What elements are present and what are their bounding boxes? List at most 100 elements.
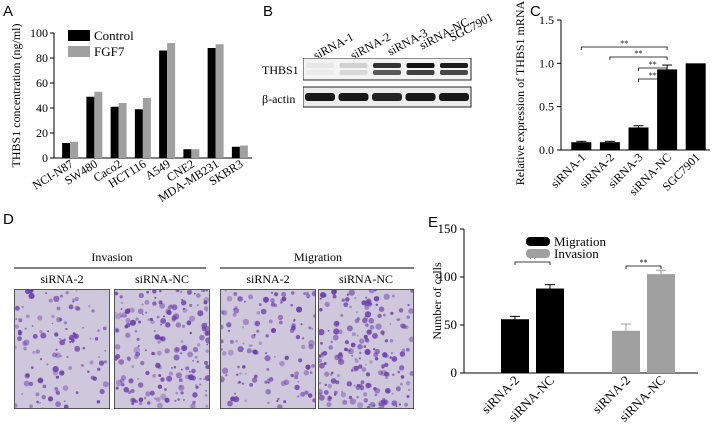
stained-cell bbox=[296, 306, 303, 313]
stained-cell bbox=[55, 390, 61, 396]
stained-cell bbox=[59, 294, 63, 298]
stained-cell bbox=[348, 290, 355, 296]
y-tick-label: 0.5 bbox=[539, 100, 554, 114]
bar bbox=[685, 63, 706, 151]
stained-cell bbox=[162, 315, 166, 318]
stained-cell bbox=[358, 351, 362, 355]
stained-cell bbox=[242, 318, 250, 326]
stained-cell bbox=[366, 329, 372, 335]
stained-cell bbox=[205, 390, 207, 392]
stained-cell bbox=[324, 371, 330, 377]
stained-cell bbox=[368, 290, 375, 294]
y-tick-label: 50 bbox=[444, 317, 457, 332]
stained-cell bbox=[348, 395, 353, 400]
stained-cell bbox=[129, 307, 135, 313]
stained-cell bbox=[332, 334, 339, 341]
stained-cell bbox=[389, 323, 392, 325]
stained-cell bbox=[115, 344, 121, 350]
stained-cell bbox=[166, 310, 172, 316]
bar bbox=[536, 288, 564, 373]
stained-cell bbox=[381, 366, 384, 369]
stained-cell bbox=[382, 333, 385, 336]
legend-swatch bbox=[68, 46, 90, 57]
stained-cell bbox=[279, 360, 285, 367]
stained-cell bbox=[319, 358, 322, 363]
stained-cell bbox=[324, 383, 327, 387]
stained-cell bbox=[252, 349, 258, 355]
stained-cell bbox=[56, 316, 62, 323]
actin-band bbox=[372, 93, 402, 101]
stained-cell bbox=[63, 400, 66, 403]
significance-bracket bbox=[514, 261, 551, 265]
stained-cell bbox=[125, 318, 131, 323]
legend-swatch bbox=[526, 249, 550, 258]
stained-cell bbox=[194, 384, 197, 387]
stained-cell bbox=[189, 331, 192, 335]
y-tick-label: 0 bbox=[451, 365, 458, 380]
stained-cell bbox=[186, 290, 193, 295]
stained-cell bbox=[401, 348, 406, 353]
significance-label: ** bbox=[620, 39, 628, 48]
stained-cell bbox=[221, 376, 225, 383]
stained-cell bbox=[35, 349, 40, 354]
stained-cell bbox=[156, 315, 160, 319]
bar-control bbox=[207, 48, 216, 158]
stained-cell bbox=[15, 403, 18, 408]
stained-cell bbox=[224, 290, 227, 292]
stained-cell bbox=[206, 343, 209, 346]
significance-label: ** bbox=[649, 71, 657, 80]
stained-cell bbox=[120, 375, 127, 381]
stained-cell bbox=[115, 386, 119, 390]
blot-row-label: β-actin bbox=[262, 92, 296, 106]
stained-cell bbox=[330, 340, 333, 343]
thbs1-band bbox=[373, 63, 401, 68]
stained-cell bbox=[361, 367, 367, 372]
stained-cell bbox=[320, 352, 324, 356]
stained-cell bbox=[82, 346, 86, 350]
stained-cell bbox=[69, 334, 75, 341]
stained-cell bbox=[377, 370, 384, 376]
stained-cell bbox=[130, 388, 135, 394]
stained-cell bbox=[203, 300, 208, 305]
stained-cell bbox=[177, 398, 180, 401]
stained-cell bbox=[204, 394, 208, 397]
y-axis-label: Number of cells bbox=[430, 262, 444, 340]
stained-cell bbox=[290, 325, 296, 331]
stained-cell bbox=[159, 302, 165, 309]
y-tick-label: 40 bbox=[36, 101, 48, 115]
thbs1-band bbox=[440, 63, 468, 68]
stained-cell bbox=[164, 388, 167, 391]
stained-cell bbox=[91, 309, 95, 313]
stained-cell bbox=[238, 380, 242, 384]
stained-cell bbox=[46, 363, 49, 366]
significance-bracket bbox=[609, 56, 668, 60]
bar-control bbox=[134, 109, 143, 158]
stained-cell bbox=[400, 375, 405, 379]
stained-cell bbox=[200, 290, 205, 293]
panel-label-c: C bbox=[530, 3, 541, 20]
stained-cell bbox=[97, 329, 100, 333]
micrograph-invasion-sirnanc bbox=[114, 289, 210, 409]
stained-cell bbox=[262, 296, 269, 303]
stained-cell bbox=[243, 300, 246, 303]
stained-cell bbox=[130, 397, 136, 403]
stained-cell bbox=[323, 362, 327, 365]
stained-cell bbox=[250, 344, 253, 347]
stained-cell bbox=[249, 382, 254, 387]
bar bbox=[599, 142, 620, 150]
stained-cell bbox=[357, 343, 363, 350]
stained-cell bbox=[137, 308, 144, 315]
stained-cell bbox=[120, 315, 123, 318]
stained-cell bbox=[52, 370, 58, 376]
stained-cell bbox=[138, 401, 143, 406]
stained-cell bbox=[18, 329, 22, 334]
stained-cell bbox=[241, 326, 245, 329]
stained-cell bbox=[251, 377, 258, 383]
stained-cell bbox=[23, 339, 30, 346]
stained-cell bbox=[196, 304, 199, 307]
stained-cell bbox=[155, 397, 161, 402]
actin-band bbox=[439, 93, 469, 101]
stained-cell bbox=[141, 303, 144, 306]
